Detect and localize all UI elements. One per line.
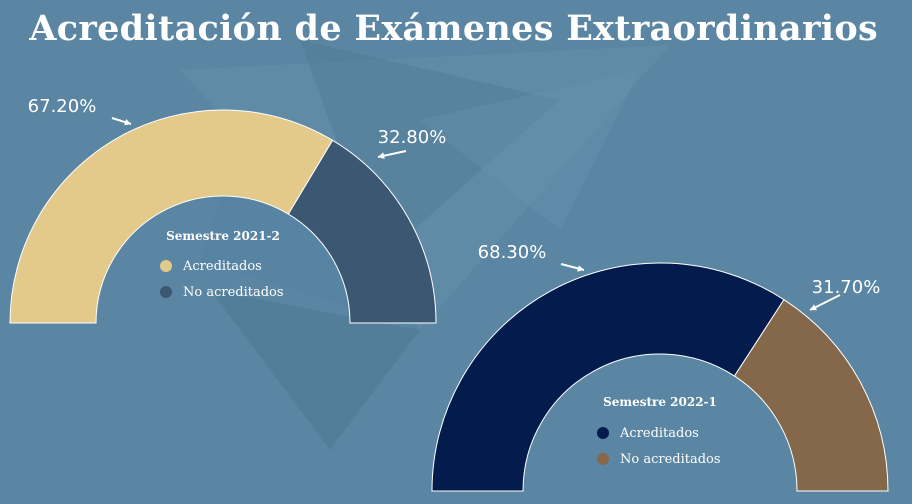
semicircle-chart-2: 68.30% 31.70% Semestre 2022-1 Acreditados No… — [431, 242, 889, 492]
data-label: 31.70% — [812, 277, 881, 298]
legend-label: No acreditados — [620, 452, 721, 467]
data-label: 32.80% — [378, 127, 447, 148]
data-label: 68.30% — [478, 242, 547, 263]
legend-marker — [597, 427, 609, 439]
legend-label: Acreditados — [619, 426, 699, 441]
semester-title: Semestre 2021-2 — [166, 229, 280, 243]
arrow-head — [378, 152, 385, 159]
page-title: Acreditación de Exámenes Extraordinarios — [29, 8, 878, 49]
data-label: 67.20% — [28, 96, 97, 117]
legend-label: Acreditados — [182, 259, 262, 274]
slice-no-acreditados — [733, 298, 889, 492]
arrow-head — [124, 118, 131, 126]
slice-no-acreditados — [287, 139, 437, 324]
legend-marker — [597, 453, 609, 465]
arrow-head — [810, 304, 817, 311]
slice-acreditados — [431, 262, 785, 492]
semester-title: Semestre 2022-1 — [603, 395, 717, 409]
legend-marker — [160, 286, 172, 298]
arrow-head — [577, 265, 584, 272]
semicircle-chart-1: 67.20% 32.80% Semestre 2021-2 Acreditados No… — [9, 96, 447, 324]
slice-acreditados — [9, 109, 334, 324]
legend-marker — [160, 260, 172, 272]
legend-label: No acreditados — [183, 285, 284, 300]
